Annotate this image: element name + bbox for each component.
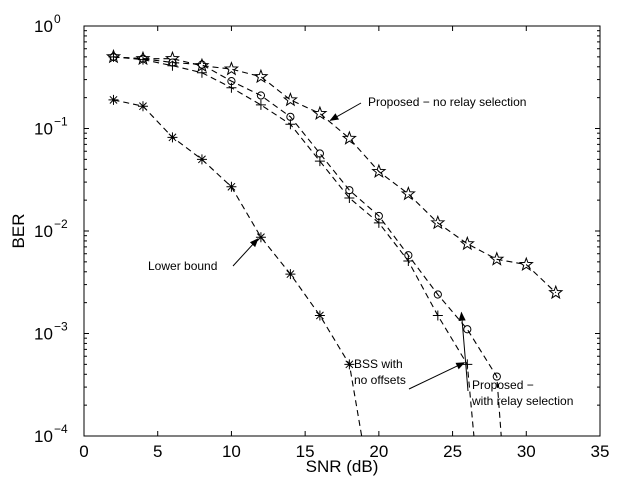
asterisk-marker bbox=[196, 154, 207, 165]
annotation: Proposed − with relay selection bbox=[458, 311, 573, 408]
annotation-text: Proposed − bbox=[472, 378, 534, 392]
plus-marker bbox=[226, 82, 237, 93]
x-tick-label: 30 bbox=[517, 442, 536, 461]
y-tick-exponent: −1 bbox=[54, 115, 68, 129]
series-line bbox=[113, 56, 502, 436]
annotation-text: BSS with bbox=[354, 357, 403, 371]
circle-marker bbox=[197, 60, 207, 69]
plus-marker bbox=[403, 255, 414, 266]
circle-marker bbox=[492, 372, 501, 381]
series-star bbox=[105, 48, 564, 300]
plus-marker bbox=[462, 359, 473, 370]
asterisk-marker bbox=[344, 359, 355, 370]
x-tick-label: 25 bbox=[443, 442, 462, 461]
star-marker bbox=[548, 284, 564, 300]
annotation: Proposed − no relay selection bbox=[329, 95, 526, 121]
annotation-arrow bbox=[458, 311, 469, 392]
plus-marker bbox=[373, 217, 384, 228]
y-tick-exponent: −3 bbox=[54, 320, 68, 334]
star-marker bbox=[371, 163, 387, 179]
annotation-arrow bbox=[232, 238, 259, 267]
plus-marker bbox=[196, 67, 207, 78]
circle-marker bbox=[433, 290, 442, 299]
annotation: BSS with no offsets bbox=[354, 357, 466, 390]
y-axis-label: BER bbox=[9, 214, 28, 249]
plus-marker bbox=[167, 60, 178, 71]
star-marker bbox=[400, 185, 416, 201]
x-tick-label: 35 bbox=[591, 442, 610, 461]
plus-marker bbox=[137, 54, 148, 65]
annotation-arrow bbox=[408, 362, 466, 390]
annotation-text: no offsets bbox=[354, 373, 406, 387]
star-marker bbox=[223, 61, 239, 76]
y-tick-label: 10 bbox=[34, 427, 53, 446]
series-plus bbox=[108, 51, 475, 436]
x-tick-label: 15 bbox=[296, 442, 315, 461]
series-line bbox=[113, 56, 475, 436]
y-tick-label: 10 bbox=[34, 120, 53, 139]
series-line bbox=[113, 99, 363, 436]
circle-marker bbox=[463, 325, 472, 334]
y-tick-label: 10 bbox=[34, 222, 53, 241]
star-marker bbox=[312, 105, 328, 120]
x-tick-label: 10 bbox=[222, 442, 241, 461]
y-tick-exponent: 0 bbox=[54, 12, 61, 26]
star-marker bbox=[459, 235, 475, 251]
circle-marker bbox=[315, 149, 324, 158]
plot-frame bbox=[83, 25, 601, 437]
star-marker bbox=[518, 256, 534, 272]
plus-marker bbox=[432, 310, 443, 321]
annotation-text: with relay selection bbox=[471, 394, 573, 408]
y-tick-label: 10 bbox=[34, 17, 53, 36]
annotation-text: Lower bound bbox=[148, 259, 217, 273]
star-marker bbox=[430, 214, 446, 230]
circle-marker bbox=[256, 91, 266, 100]
plus-marker bbox=[314, 156, 325, 167]
asterisk-marker bbox=[314, 310, 325, 321]
annotation-arrow bbox=[329, 102, 362, 121]
x-tick-label: 0 bbox=[79, 442, 88, 461]
star-marker bbox=[341, 130, 357, 145]
annotation-text: Proposed − no relay selection bbox=[368, 95, 526, 109]
x-axis-label: SNR (dB) bbox=[306, 457, 379, 476]
star-marker bbox=[489, 251, 505, 266]
series-line bbox=[113, 56, 557, 294]
asterisk-marker bbox=[226, 181, 237, 192]
annotation: Lower bound bbox=[148, 238, 259, 273]
y-tick-exponent: −2 bbox=[54, 217, 68, 231]
series-asterisk bbox=[108, 94, 363, 436]
asterisk-marker bbox=[255, 232, 266, 243]
plus-marker bbox=[108, 51, 119, 62]
asterisk-marker bbox=[137, 101, 148, 112]
x-tick-label: 5 bbox=[153, 442, 162, 461]
asterisk-marker bbox=[285, 269, 296, 280]
series-layer bbox=[105, 48, 564, 436]
star-marker bbox=[253, 68, 269, 84]
y-tick-label: 10 bbox=[34, 325, 53, 344]
x-tick-label: 20 bbox=[369, 442, 388, 461]
star-marker bbox=[282, 91, 298, 107]
annotation-layer: Proposed − no relay selection Proposed − w… bbox=[148, 95, 573, 408]
asterisk-marker bbox=[167, 132, 178, 143]
y-tick-exponent: −4 bbox=[54, 422, 68, 436]
asterisk-marker bbox=[108, 94, 119, 105]
plus-marker bbox=[344, 192, 355, 203]
plus-marker bbox=[255, 99, 266, 110]
plus-marker bbox=[285, 119, 296, 130]
